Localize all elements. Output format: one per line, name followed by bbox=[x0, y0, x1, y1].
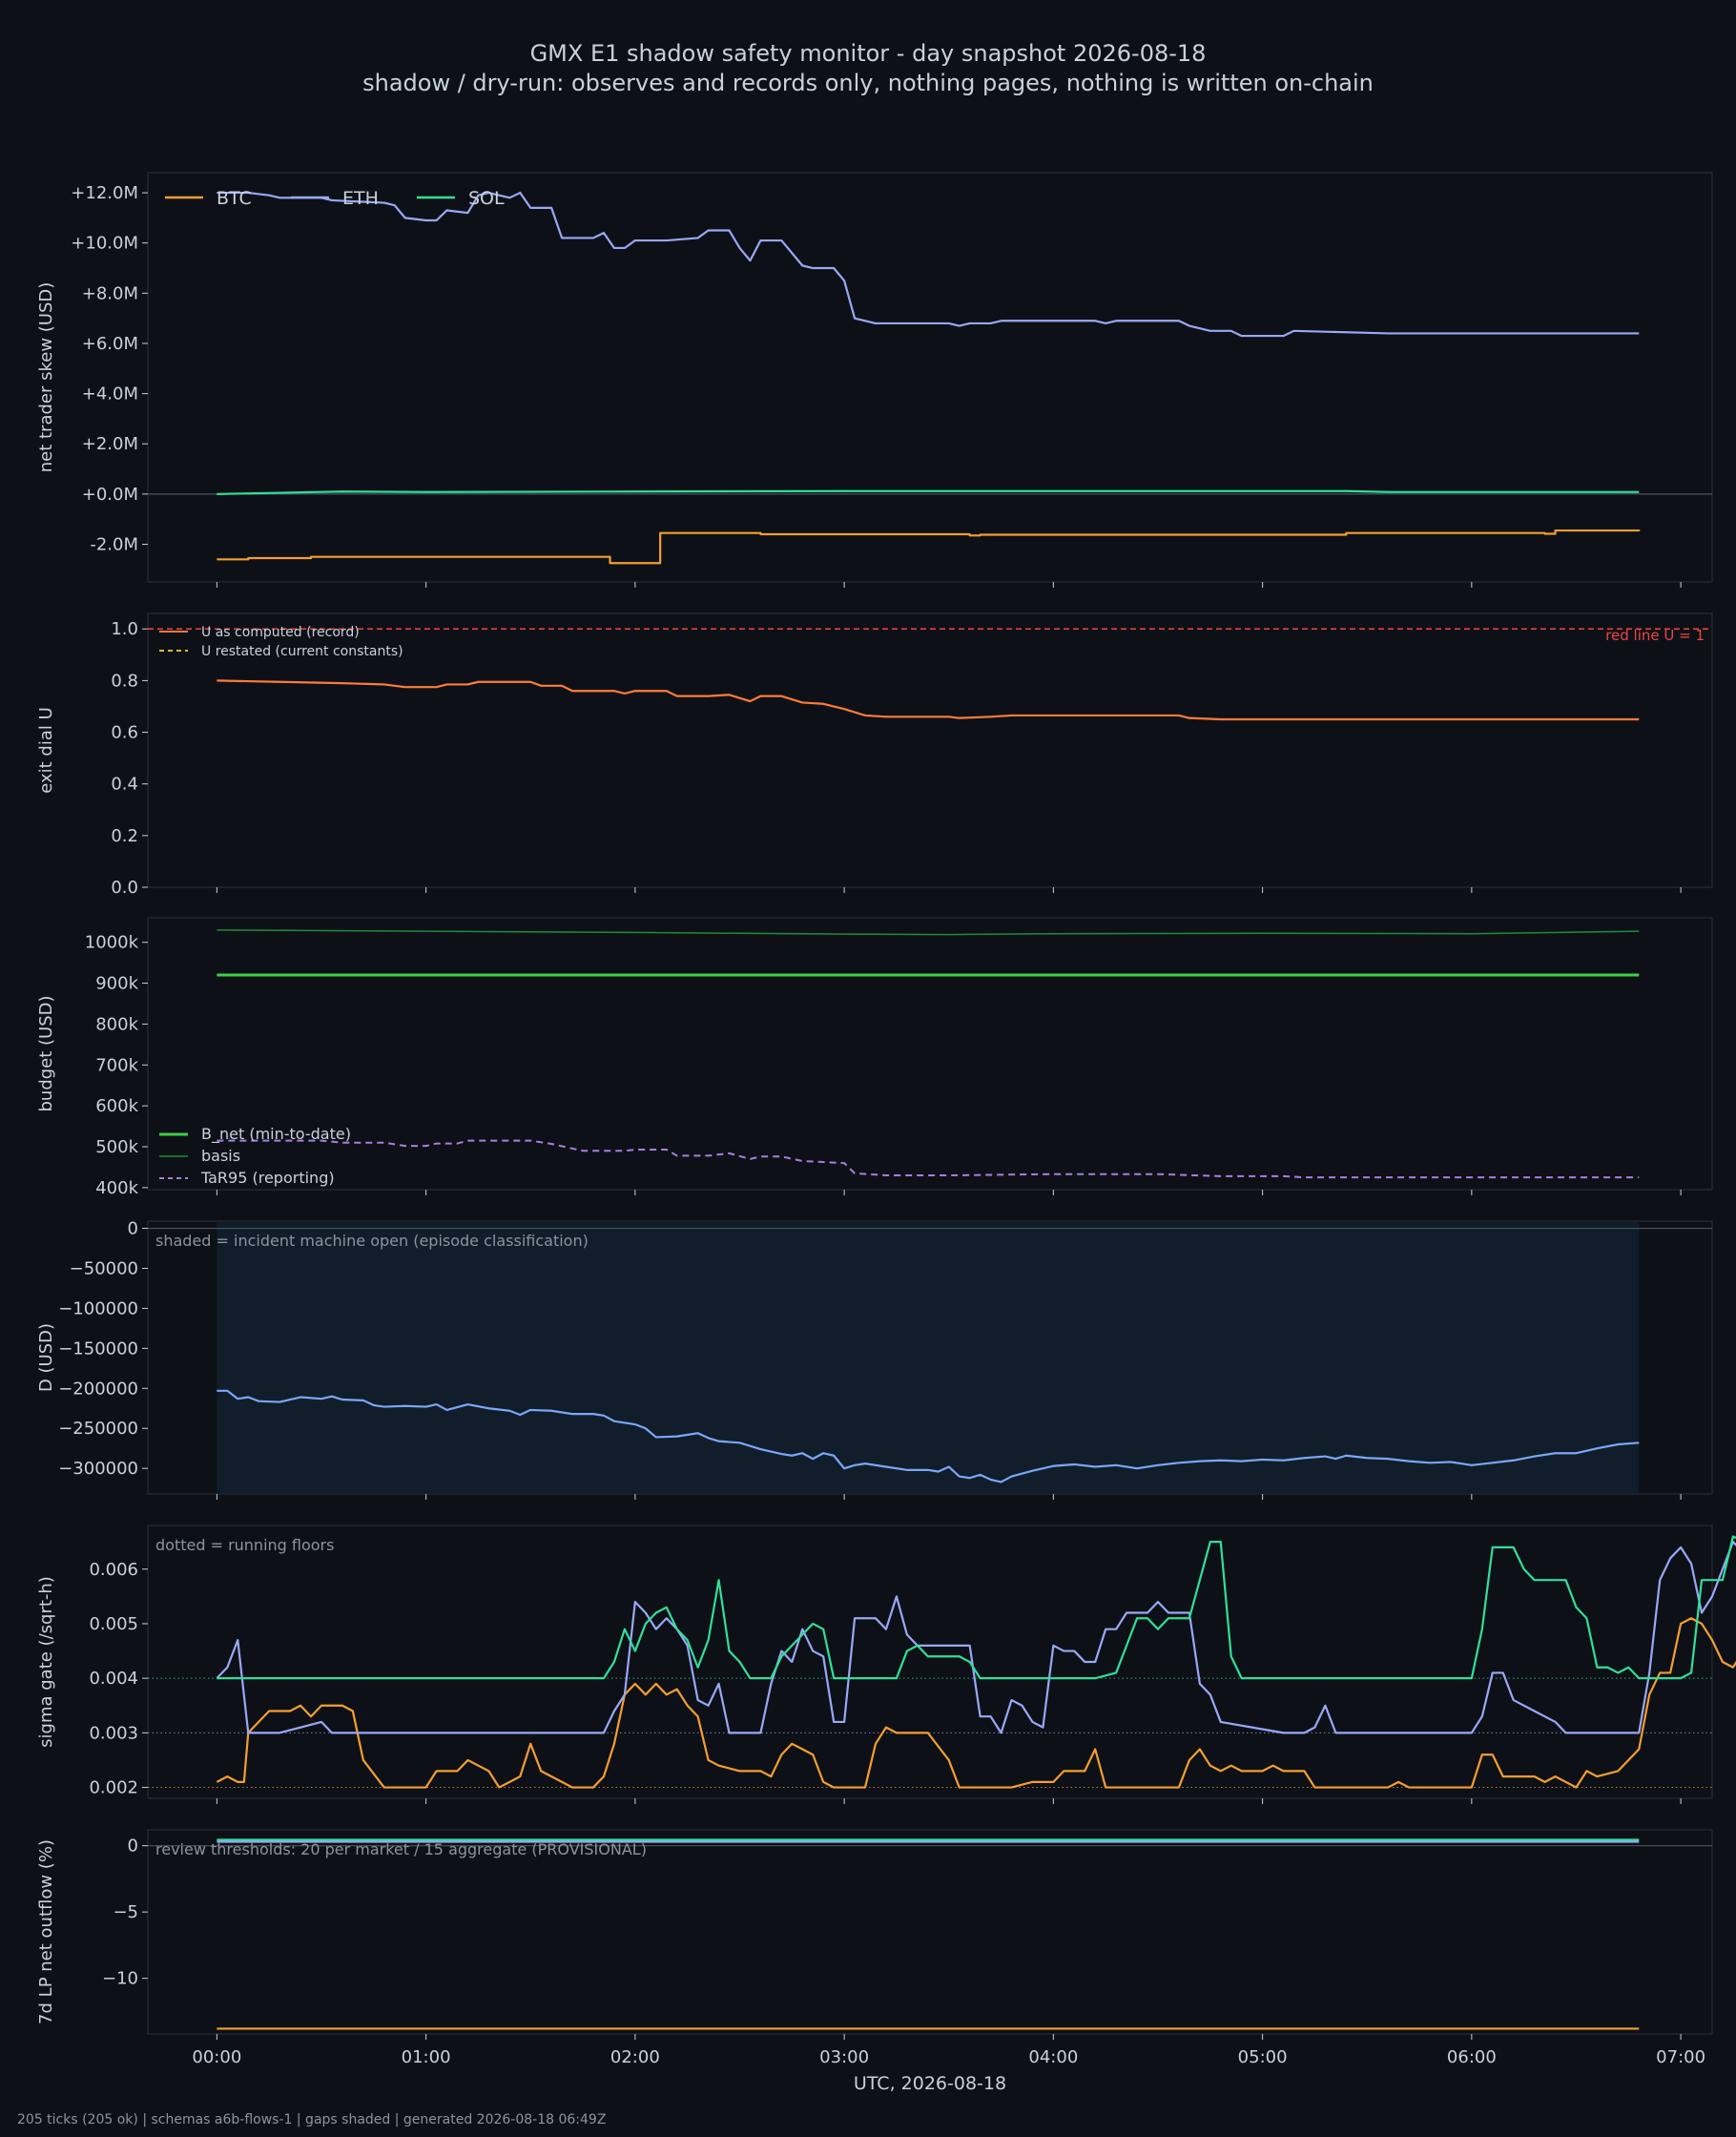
x-tick-label: 01:00 bbox=[402, 2047, 451, 2067]
plot-area bbox=[147, 1525, 1713, 1799]
plot-area bbox=[147, 917, 1713, 1191]
y-tick-label: +4.0M bbox=[82, 384, 138, 405]
y-tick-label: 1000k bbox=[85, 933, 139, 953]
series-line-u-as-computed-record- bbox=[217, 679, 1640, 721]
y-tick-label: 400k bbox=[95, 1178, 138, 1198]
y-axis-label: net trader skew (USD) bbox=[36, 282, 56, 473]
legend-label: BTC bbox=[217, 188, 252, 209]
legend-label: TaR95 (reporting) bbox=[200, 1169, 335, 1187]
y-axis-label: exit dial U bbox=[36, 707, 56, 794]
x-tick-label: 03:00 bbox=[819, 2047, 869, 2067]
y-tick-label: 0.2 bbox=[111, 826, 138, 846]
y-axis-label: budget (USD) bbox=[36, 995, 56, 1111]
panel-2: red line U = 1 0.0 0.2 0.4 0.6 0.8 1.0 exit dia… bbox=[36, 612, 1713, 898]
x-tick-label: 07:00 bbox=[1656, 2047, 1705, 2067]
y-tick-label: 0 bbox=[128, 1219, 138, 1239]
y-tick-label: 700k bbox=[95, 1055, 138, 1075]
series-line-d-0 bbox=[217, 1389, 1640, 1483]
series-line-sol-2 bbox=[217, 1535, 1736, 1680]
y-tick-label: 900k bbox=[95, 974, 138, 994]
y-axis-label: 7d LP net outflow (%) bbox=[36, 1839, 56, 2024]
x-tick-label: 06:00 bbox=[1447, 2047, 1497, 2067]
y-axis-label: sigma gate (/sqrt-h) bbox=[36, 1576, 56, 1748]
series-line-eth-1 bbox=[216, 1541, 1736, 1734]
legend: BTC ETH SOL bbox=[165, 188, 505, 209]
y-tick-label: −50000 bbox=[70, 1258, 138, 1278]
panel-5: 0.002 0.003 0.004 0.005 0.006 sigma gate (/sq… bbox=[36, 1525, 1736, 1804]
y-axis-label: D (USD) bbox=[36, 1323, 56, 1392]
y-tick-label: +0.0M bbox=[82, 485, 138, 505]
series-line-eth bbox=[217, 191, 1640, 338]
plot-area bbox=[147, 612, 1713, 888]
y-tick-label: −300000 bbox=[58, 1459, 138, 1479]
legend-label: B_net (min-to-date) bbox=[201, 1125, 351, 1144]
y-tick-label: 0.6 bbox=[111, 723, 138, 743]
y-tick-label: −200000 bbox=[58, 1379, 138, 1399]
y-tick-label: −250000 bbox=[58, 1419, 138, 1439]
y-tick-label: 0.002 bbox=[89, 1778, 138, 1798]
panel-annotation: review thresholds: 20 per market / 15 ag… bbox=[155, 1840, 647, 1858]
y-tick-label: −150000 bbox=[58, 1338, 138, 1359]
panel-4: −300000 −250000 −200000 −150000 −100000 −5000… bbox=[36, 1219, 1713, 1500]
y-tick-label: 800k bbox=[95, 1014, 138, 1034]
panel-annotation: shaded = incident machine open (episode … bbox=[155, 1232, 589, 1250]
series-line-sol bbox=[217, 489, 1640, 495]
plot-area bbox=[147, 1829, 1713, 2035]
shaded-region bbox=[217, 1222, 1640, 1493]
x-tick-label: 00:00 bbox=[192, 2047, 241, 2067]
y-tick-label: 0.003 bbox=[89, 1723, 138, 1743]
y-tick-label: 0.005 bbox=[89, 1614, 138, 1634]
x-tick-label: 04:00 bbox=[1028, 2047, 1078, 2067]
legend: B_net (min-to-date) basis TaR95 (reporting… bbox=[159, 1125, 351, 1187]
y-tick-label: 0.8 bbox=[111, 671, 138, 691]
y-tick-label: 0.004 bbox=[89, 1669, 138, 1689]
legend: U as computed (record) U restated (curren… bbox=[159, 625, 403, 659]
y-tick-label: −10 bbox=[102, 1969, 138, 1989]
chart-title: GMX E1 shadow safety monitor - day snaps… bbox=[529, 40, 1207, 67]
y-tick-label: +2.0M bbox=[82, 434, 138, 454]
legend-label: SOL bbox=[468, 188, 505, 209]
plot-area bbox=[147, 172, 1713, 583]
panel-annotation: dotted = running floors bbox=[155, 1536, 334, 1554]
y-tick-label: -2.0M bbox=[90, 535, 138, 555]
legend-label: U restated (current constants) bbox=[201, 644, 403, 659]
legend-label: basis bbox=[201, 1147, 240, 1165]
red-line-label: red line U = 1 bbox=[1605, 627, 1705, 644]
panel-6: −10 −5 0 7d LP net outflow (%) review thresh… bbox=[36, 1829, 1713, 2040]
y-tick-label: 0.0 bbox=[111, 878, 138, 898]
footer-status: 205 ticks (205 ok) | schemas a6b-flows-1… bbox=[17, 2112, 607, 2127]
x-tick-label: 05:00 bbox=[1238, 2047, 1288, 2067]
y-tick-label: 0.4 bbox=[111, 775, 138, 795]
legend-label: ETH bbox=[342, 188, 379, 209]
y-tick-label: 0.006 bbox=[89, 1560, 138, 1580]
x-tick-label: 02:00 bbox=[610, 2047, 660, 2067]
series-line-tar95-reporting- bbox=[217, 1139, 1640, 1179]
y-tick-label: 600k bbox=[95, 1096, 138, 1116]
y-tick-label: +12.0M bbox=[71, 183, 138, 203]
legend-label: U as computed (record) bbox=[201, 625, 360, 640]
y-tick-label: 500k bbox=[95, 1137, 138, 1157]
y-tick-label: 1.0 bbox=[111, 619, 138, 639]
series-line-btc bbox=[217, 529, 1641, 565]
panel-3: 400k 500k 600k 700k 800k 900k 1000k budget (USD… bbox=[36, 917, 1713, 1198]
y-tick-label: +6.0M bbox=[82, 334, 138, 354]
chart-subtitle: shadow / dry-run: observes and records o… bbox=[362, 70, 1374, 96]
y-tick-label: −5 bbox=[113, 1902, 138, 1922]
y-tick-label: +8.0M bbox=[82, 283, 138, 303]
y-tick-label: 0 bbox=[128, 1836, 138, 1857]
y-tick-label: +10.0M bbox=[71, 234, 138, 254]
series-line-btc-0 bbox=[216, 1617, 1736, 1789]
panel-1: -2.0M +0.0M +2.0M +4.0M +6.0M +8.0M +10.0M +12.… bbox=[36, 172, 1713, 588]
series-line-basis bbox=[217, 929, 1640, 936]
y-tick-label: −100000 bbox=[58, 1298, 138, 1318]
x-axis-label: UTC, 2026-08-18 bbox=[854, 2073, 1006, 2094]
